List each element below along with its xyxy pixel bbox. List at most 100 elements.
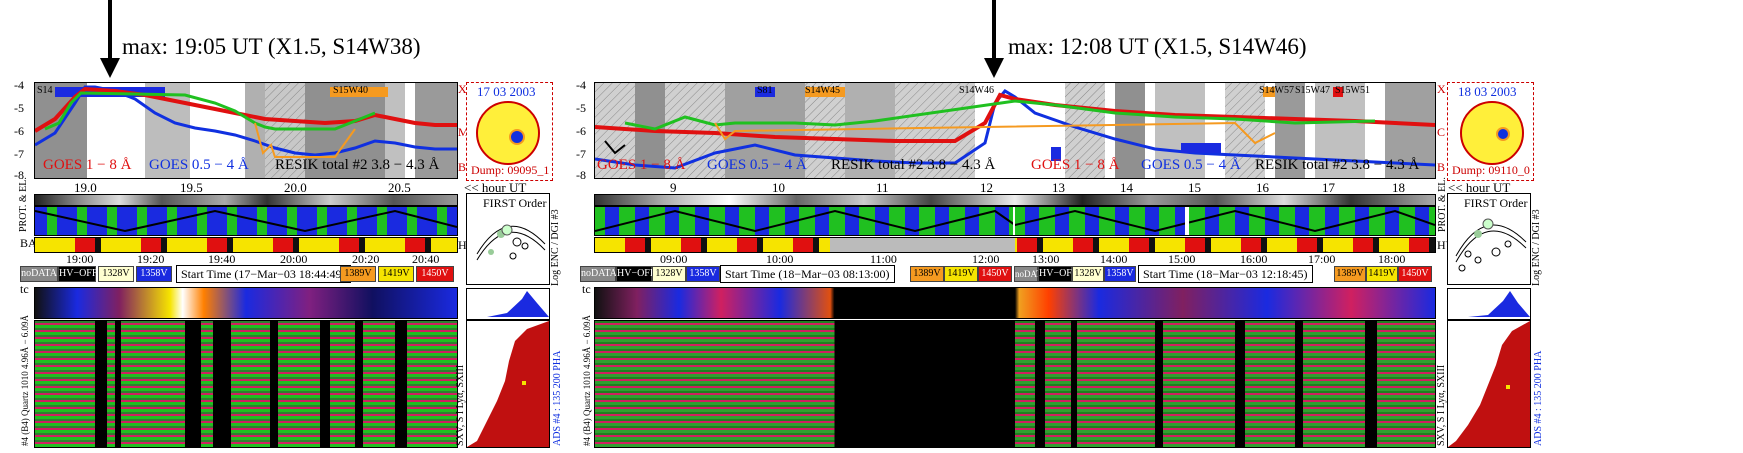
proton-electron-spectrogram-left	[34, 206, 458, 236]
legend-goes-1-8: GOES 1 − 8 Å	[43, 157, 132, 173]
goes-ytick: -5	[576, 101, 586, 115]
hour-tick: 10	[772, 180, 785, 195]
tc-label-right: tc	[582, 282, 591, 296]
time-tick: 18:00	[1378, 252, 1406, 266]
legend-1450v-right: 1450V	[1398, 266, 1432, 282]
first-order-plot-left: FIRST Order	[466, 193, 550, 285]
hour-ut-label-right: << hour UT	[1448, 180, 1511, 195]
time-tick: 14:00	[1100, 252, 1128, 266]
legend-1389v-mid: 1389V	[910, 266, 944, 282]
time-tick: 11:00	[870, 252, 897, 266]
ads-histogram-left	[466, 320, 550, 448]
log-enc-label: Log ENC / DGI #3	[550, 209, 561, 286]
goes-ytick: -4	[14, 78, 24, 92]
goes-ytick: -8	[14, 168, 24, 182]
hv-strip-right	[594, 237, 1436, 253]
crystal-label-right: #4 (B4) Quartz 1010 4.96Å − 6.09Å	[582, 314, 592, 446]
tc-spectrogram-right	[594, 287, 1436, 319]
hour-ut-label: << hour UT	[464, 180, 527, 195]
sun-dump-right: Dump: 09110_0	[1452, 163, 1530, 177]
goes-ytick: -7	[14, 147, 24, 161]
legend-hv-off-right: HV−OFF	[1038, 266, 1077, 282]
legend-goes-1-8-b: GOES 1 − 8 Å	[1031, 157, 1120, 173]
max-arrow-left	[108, 0, 112, 60]
pha-histogram-left	[466, 288, 550, 320]
time-tick: 09:00	[660, 252, 688, 266]
sun-disk-right	[1460, 101, 1524, 165]
legend-nodata: noDATA	[20, 266, 58, 282]
legend-resik: RESIK total #2 3.8 − 4.3 Å	[275, 157, 440, 173]
time-tick: 19:00	[66, 252, 94, 266]
time-tick: 20:20	[352, 252, 380, 266]
legend-nodata-right: noDATA	[1014, 266, 1047, 282]
first-order-plot-right: FIRST Order	[1447, 193, 1531, 285]
legend-1358v-mid: 1358V	[686, 266, 720, 282]
max-arrow-left-head	[100, 58, 120, 78]
legend-hv-off: HV−OFF	[58, 266, 97, 282]
time-tick: 16:00	[1240, 252, 1268, 266]
crystal-spectrogram-right	[594, 320, 1436, 448]
region-label: S15W47	[1295, 85, 1330, 96]
time-tick: 17:00	[1308, 252, 1336, 266]
intensity-strip-right	[594, 194, 1436, 206]
tc-spectrogram-left	[34, 287, 458, 319]
hour-tick: 13	[1052, 180, 1065, 195]
region-label: S15W51	[1335, 85, 1370, 96]
region-label: S14W57	[1259, 85, 1294, 96]
hour-tick: 14	[1120, 180, 1133, 195]
time-tick: 19:40	[208, 252, 236, 266]
start-time-right: Start Time (18−Mar−03 12:18:45)	[1138, 265, 1313, 283]
hour-tick: 17	[1322, 180, 1335, 195]
pha-histogram-right	[1447, 288, 1531, 320]
region-label: S14W46	[959, 85, 994, 96]
legend-1450v: 1450V	[416, 266, 454, 282]
max-arrow-right-head	[984, 58, 1004, 78]
legend-1358v-right: 1358V	[1104, 266, 1136, 282]
hour-tick: 19.5	[180, 180, 203, 195]
legend-1328v-mid: 1328V	[652, 266, 686, 282]
region-label: S14W45	[805, 85, 840, 96]
prot-label: PROT. & EL.	[18, 177, 29, 232]
legend-resik: RESIK total #2 3.8 − 4.3 Å	[831, 157, 996, 173]
class-label-c-right: C	[1437, 125, 1446, 139]
legend-1419v-mid: 1419V	[944, 266, 978, 282]
hour-tick: 16	[1256, 180, 1269, 195]
start-time-left: Start Time (17−Mar−03 18:44:49)	[176, 265, 351, 283]
time-tick: 13:00	[1032, 252, 1060, 266]
goes-ytick: -7	[576, 147, 586, 161]
legend-1328v-right: 1328V	[1072, 266, 1104, 282]
ads-label-right: ADS #4 : 135 200 PHA	[1533, 350, 1544, 446]
sun-date-left: 17 03 2003	[477, 84, 536, 99]
time-tick: 19:20	[137, 252, 165, 266]
hour-tick: 20.0	[284, 180, 307, 195]
sun-dump-left: Dump: 09095_1	[471, 163, 550, 177]
goes-panel-right: S81 S14W45 S14W46 S14W57 S15W47 S15W51 G…	[594, 82, 1436, 179]
region-label: S81	[757, 85, 773, 96]
goes-ytick: -4	[576, 78, 586, 92]
class-label-m: M	[458, 125, 469, 139]
hour-tick: 9	[670, 180, 677, 195]
class-label-x-right: X	[1437, 82, 1446, 96]
class-label-x: X	[458, 82, 467, 96]
legend-goes-1-8: GOES 1 − 8 Å	[597, 157, 686, 173]
hour-tick: 18	[1392, 180, 1405, 195]
goes-ytick: -5	[14, 101, 24, 115]
active-region-marker-right	[1496, 127, 1510, 141]
ba-label: BA	[20, 236, 37, 250]
time-tick: 15:00	[1168, 252, 1196, 266]
crystal-spectrogram-left	[34, 320, 458, 448]
goes-ytick: -6	[14, 124, 24, 138]
legend-goes-05-4: GOES 0.5 − 4 Å	[707, 157, 807, 173]
legend-nodata-mid: noDATA	[580, 266, 617, 282]
sun-date-right: 18 03 2003	[1458, 84, 1517, 99]
time-tick: 20:40	[412, 252, 440, 266]
region-label: S14	[37, 85, 53, 96]
crystal-label: #4 (B4) Quartz 1010 4.96Å − 6.09Å	[20, 314, 30, 446]
time-tick: 20:00	[280, 252, 308, 266]
legend-1358v: 1358V	[136, 266, 172, 282]
region-label: S15W40	[333, 85, 368, 96]
tc-label: tc	[20, 282, 29, 296]
legend-goes-05-4-b: GOES 0.5 − 4 Å	[1141, 157, 1241, 173]
legend-1419v-right: 1419V	[1366, 266, 1398, 282]
log-enc-label-right: Log ENC / DGI #3	[1531, 209, 1542, 286]
